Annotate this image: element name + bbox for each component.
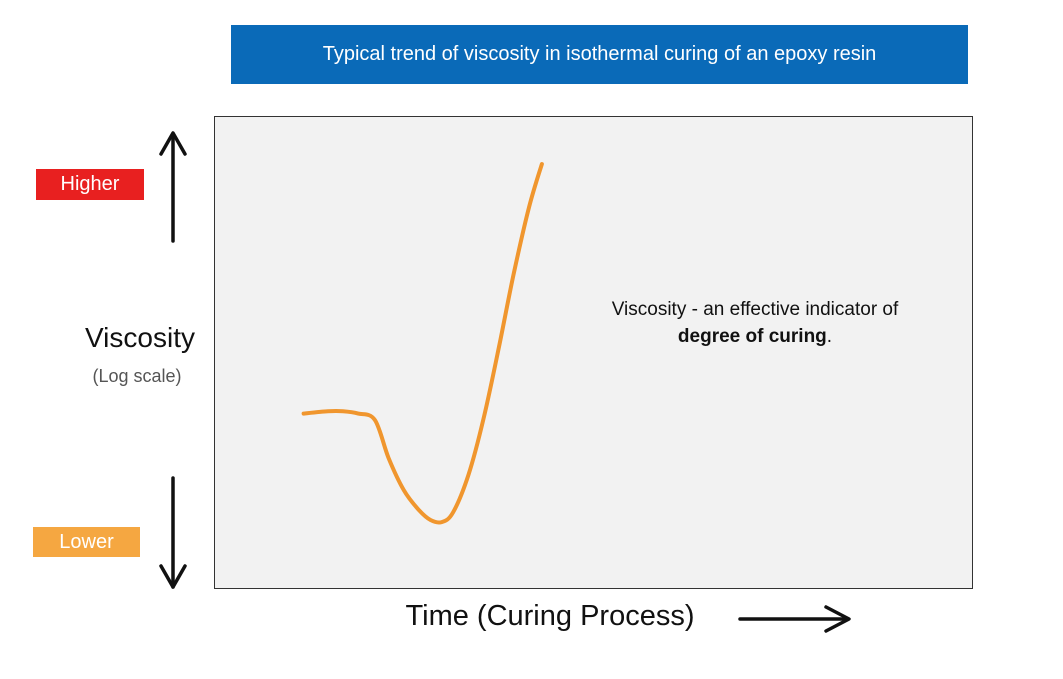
lower-arrowhead [159,564,187,589]
plot-area [214,116,973,589]
lower-badge-label: Lower [59,530,114,553]
higher-arrowhead [159,131,187,156]
higher-badge-label: Higher [60,173,120,195]
annotation-bold-text: degree of curing [677,326,827,347]
viscosity-curve-series [301,162,544,525]
annotation: Viscosity - an effective indicator of de… [560,296,950,350]
x-axis-label: Time (Curing Process) [405,600,695,632]
chart-title: Typical trend of viscosity in isothermal… [231,25,968,84]
chart-title-text: Typical trend of viscosity in isothermal… [322,43,877,65]
lower-badge: Lower [33,527,140,557]
higher-badge: Higher [36,169,144,200]
y-axis-label: Viscosity [85,322,195,353]
y-axis-scale-note: (Log scale) [92,366,182,386]
annotation-line-2: degree of curing. [560,323,950,350]
annotation-line-1: Viscosity - an effective indicator of [611,299,899,320]
time-arrowhead [824,605,851,633]
annotation-tail: . [826,326,833,347]
